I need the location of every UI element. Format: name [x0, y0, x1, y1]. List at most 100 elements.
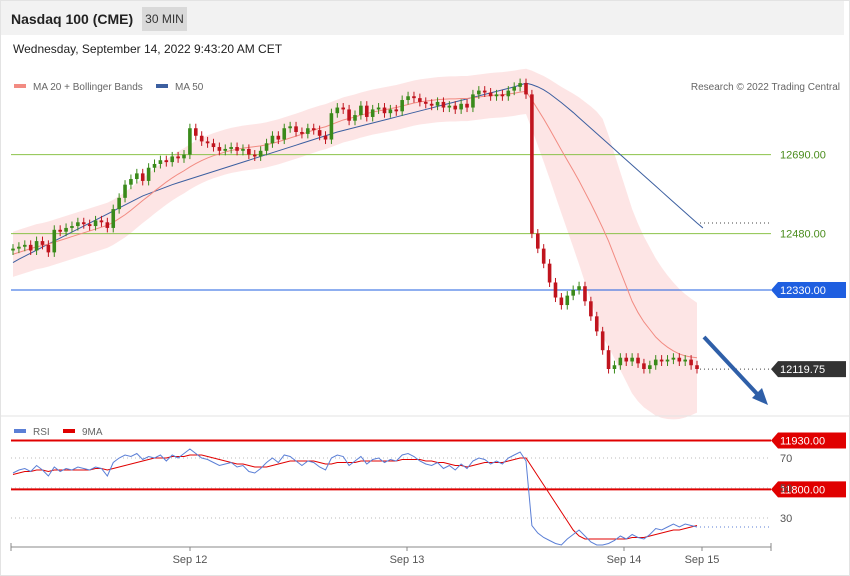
timestamp: Wednesday, September 14, 2022 9:43:20 AM…: [13, 42, 283, 56]
candle-body: [418, 98, 422, 102]
level-label: 12119.75: [780, 364, 825, 376]
candle-body: [188, 128, 192, 155]
candle-body: [70, 226, 74, 228]
candle-body: [689, 359, 693, 366]
price-layer: 12690.00 12480.00 12330.00 12119.75 11930.00…: [11, 68, 846, 498]
candle-body: [636, 357, 640, 364]
candle-body: [665, 359, 670, 362]
candle-body: [117, 197, 121, 210]
candle-body: [11, 248, 15, 251]
candle-body: [22, 244, 27, 247]
candle-body: [211, 143, 216, 148]
candle-body: [589, 301, 593, 317]
candle-body: [594, 316, 599, 332]
candle-body: [530, 94, 534, 234]
candle-body: [140, 173, 145, 181]
candle-body: [488, 92, 493, 97]
candle-body: [193, 128, 198, 136]
candle-body: [199, 135, 204, 142]
candle-body: [423, 101, 428, 104]
candle-body: [465, 103, 469, 108]
candle-body: [364, 105, 369, 117]
candle-body: [46, 244, 51, 253]
candle-body: [58, 229, 62, 232]
candle-body: [317, 130, 322, 136]
candle-body: [541, 248, 546, 264]
candle-body: [300, 132, 304, 134]
candle-body: [406, 96, 410, 101]
candle-body: [547, 263, 552, 283]
level-label: 11800.00: [780, 484, 825, 496]
candle-body: [471, 94, 475, 108]
x-tick-label: Sep 15: [685, 554, 720, 566]
level-label: 12690.00: [780, 150, 826, 162]
forecast-arrow-head: [752, 388, 768, 405]
candle-body: [123, 184, 127, 198]
candle-body: [642, 363, 646, 369]
rsi-legend-swatch: [14, 429, 26, 433]
candle-body: [146, 167, 151, 181]
candle-body: [359, 105, 363, 116]
candle-body: [624, 357, 629, 362]
rsi-legend-label: RSI: [33, 427, 50, 438]
candle-body: [518, 83, 522, 87]
candle-body: [311, 128, 316, 131]
x-tick-label: Sep 14: [607, 554, 642, 566]
ma9-legend-swatch: [63, 429, 75, 433]
candle-body: [429, 103, 434, 106]
candle-body: [577, 286, 581, 290]
candle-body: [335, 107, 340, 114]
candle-body: [270, 135, 275, 144]
candle-body: [571, 290, 575, 296]
candle-body: [459, 103, 463, 110]
candle-body: [252, 154, 257, 157]
candle-body: [99, 220, 104, 223]
rsi-tick-label: 30: [780, 513, 792, 525]
candle-body: [306, 128, 310, 134]
candle-body: [34, 241, 39, 251]
candle-body: [235, 147, 239, 151]
rsi-layer: 70 50 30: [11, 448, 792, 546]
candle-body: [648, 365, 652, 369]
candle-body: [612, 365, 617, 369]
x-tick-label: Sep 13: [390, 554, 425, 566]
ma9-legend-label: 9MA: [82, 427, 103, 438]
candle-body: [347, 109, 351, 121]
x-tick-label: Sep 12: [173, 554, 208, 566]
ma20-legend-label: MA 20 + Bollinger Bands: [33, 82, 143, 93]
candle-body: [618, 357, 623, 366]
ma50-legend-label: MA 50: [175, 82, 204, 93]
candle-body: [376, 107, 381, 110]
candle-body: [229, 147, 233, 149]
candle-body: [453, 105, 458, 110]
candle-body: [52, 229, 57, 253]
candle-body: [683, 359, 688, 362]
candle-body: [158, 160, 163, 164]
ma9-line: [12, 454, 698, 540]
candle-body: [105, 222, 110, 228]
candle-body: [64, 227, 68, 232]
candle-body: [264, 143, 269, 151]
candle-body: [524, 83, 528, 95]
candle-body: [329, 113, 334, 140]
rsi-tick-label: 50: [780, 483, 792, 495]
candle-body: [500, 94, 505, 97]
candle-body: [695, 365, 699, 369]
candle-body: [394, 109, 399, 112]
candle-body: [323, 135, 328, 140]
timeframe-button[interactable]: 30 MIN: [142, 7, 187, 31]
candle-body: [93, 220, 98, 227]
level-label: 12480.00: [780, 229, 826, 241]
candle-body: [276, 135, 281, 140]
level-tag-support: [771, 481, 846, 498]
candle-body: [677, 357, 682, 362]
candle-body: [400, 100, 404, 112]
header-bar: Nasdaq 100 (CME) 30 MIN: [1, 1, 844, 35]
candle-body: [565, 295, 570, 306]
candle-body: [353, 115, 357, 121]
candle-body: [435, 101, 440, 106]
candle-body: [512, 86, 517, 91]
candle-body: [129, 179, 133, 185]
candle-body: [482, 90, 487, 93]
candle-body: [17, 246, 21, 249]
